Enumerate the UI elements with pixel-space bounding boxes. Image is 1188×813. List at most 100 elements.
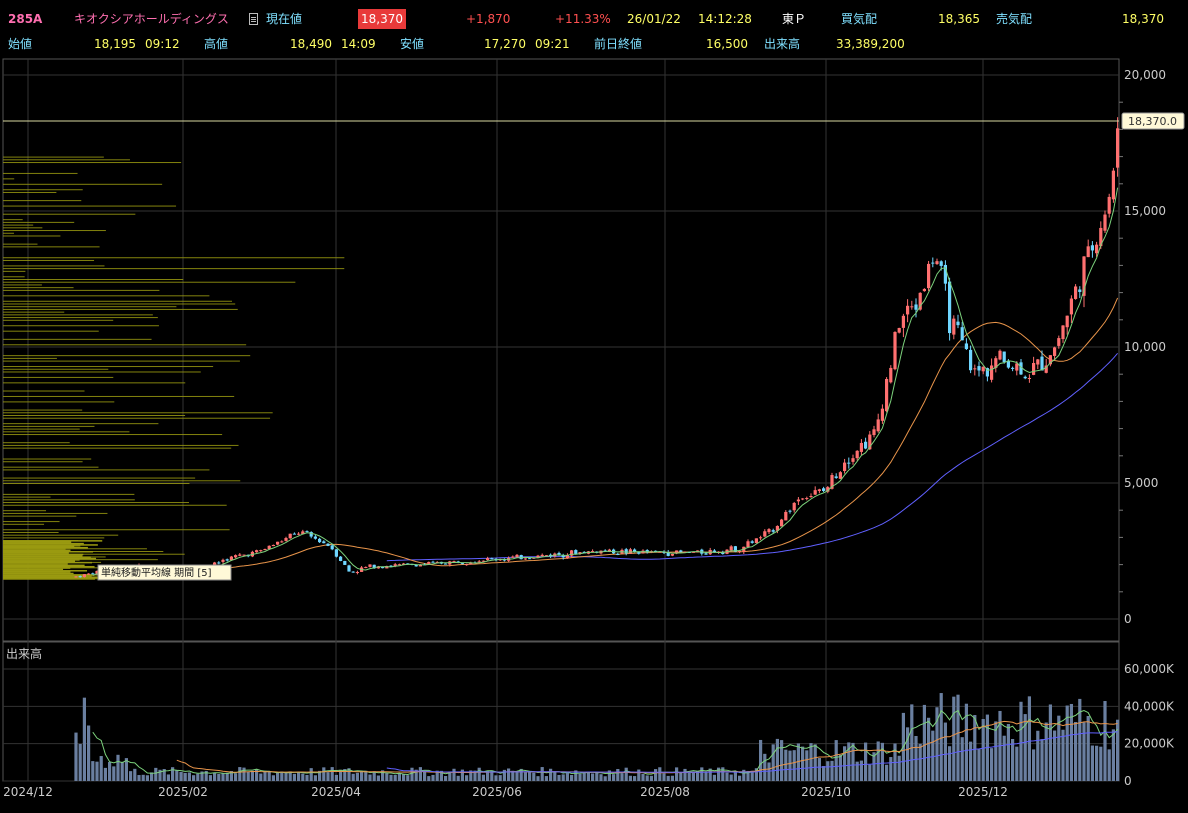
volume-bar: [948, 746, 952, 781]
profile-bar: [3, 156, 104, 158]
volume-bar: [250, 770, 254, 781]
candle-body: [544, 555, 548, 557]
volume-bar: [444, 775, 448, 781]
volume-panel-label: 出来高: [6, 646, 42, 661]
candle-body: [704, 553, 708, 555]
candle-body: [1069, 298, 1073, 315]
candle-body: [519, 555, 523, 560]
volume-bar: [355, 772, 359, 781]
volume-bar: [112, 766, 116, 781]
profile-bar: [3, 319, 114, 321]
profile-bar: [3, 565, 95, 568]
ma5-line: [92, 187, 1119, 576]
candle-body: [469, 562, 473, 565]
candle-body: [288, 533, 292, 539]
open-label: 始値: [8, 37, 33, 51]
candle-body: [910, 306, 914, 308]
volume-bar: [175, 770, 179, 781]
volume-bar: [918, 743, 922, 781]
document-icon[interactable]: [249, 13, 258, 25]
candle-body: [1048, 355, 1052, 365]
candle-body: [679, 550, 683, 552]
volume-bar: [150, 772, 154, 781]
profile-bar: [3, 447, 232, 449]
profile-bar: [3, 300, 232, 302]
candle-body: [809, 495, 813, 497]
company-name[interactable]: キオクシアホールディングス: [74, 12, 229, 26]
candle-body: [263, 549, 267, 551]
volume-bar: [931, 730, 935, 781]
candle-body: [326, 543, 330, 546]
candle-body: [817, 489, 821, 492]
candle-body: [284, 538, 288, 541]
profile-bar: [3, 376, 114, 378]
volume-bar: [477, 767, 481, 781]
profile-bar: [3, 172, 78, 174]
volume-bar: [536, 776, 540, 781]
candle-body: [977, 366, 981, 371]
candle-body: [406, 563, 410, 565]
profile-bar: [3, 382, 186, 384]
volume-bar: [801, 746, 805, 781]
volume-bar: [595, 771, 599, 781]
volume-bar: [633, 776, 637, 781]
profile-bar: [3, 552, 69, 554]
volume-bar: [620, 773, 624, 781]
candle-body: [633, 549, 637, 552]
volume-bar: [628, 775, 632, 781]
candle-body: [381, 566, 385, 569]
candle-body: [397, 564, 401, 566]
y-tick-label: 20,000: [1124, 68, 1166, 82]
profile-bar: [3, 434, 223, 436]
profile-bar: [3, 493, 135, 495]
volume-bar: [952, 696, 956, 781]
candle-body: [851, 458, 855, 462]
candle-body: [1078, 289, 1082, 292]
volume-bar: [729, 774, 733, 781]
candle-body: [418, 564, 422, 567]
price-panel: [2, 58, 1120, 642]
profile-bar: [3, 545, 75, 548]
volume-bar: [645, 775, 649, 781]
x-tick-label: 2025/10: [801, 785, 851, 799]
volume-bar: [691, 771, 695, 781]
volume-bar: [297, 771, 301, 781]
volume-bar: [393, 774, 397, 781]
candle-body: [95, 570, 99, 575]
y-tick-label: 5,000: [1124, 476, 1158, 490]
volume-bar: [607, 770, 611, 781]
stock-code[interactable]: 285A: [8, 12, 43, 26]
candle-body: [843, 462, 847, 472]
candle-body: [885, 378, 889, 412]
volume-bar: [318, 770, 322, 781]
candle-body: [822, 488, 826, 491]
profile-bar: [3, 504, 227, 506]
volume-bar: [133, 768, 137, 781]
candle-body: [952, 318, 956, 335]
candle-body: [460, 563, 464, 565]
profile-bar: [3, 221, 75, 223]
candle-body: [540, 554, 544, 557]
profile-bar: [3, 355, 251, 357]
volume-bar: [1090, 745, 1094, 781]
candle-body: [238, 554, 242, 556]
volume-bar: [1044, 722, 1048, 781]
candle-body: [922, 288, 926, 292]
profile-bar: [3, 428, 80, 430]
candle-body: [477, 561, 481, 563]
candle-body: [981, 366, 985, 372]
candle-body: [343, 560, 347, 565]
x-tick-label: 2025/12: [958, 785, 1008, 799]
bid-price: 18,365: [938, 12, 980, 26]
volume-bar: [196, 773, 200, 781]
volume-bar: [784, 749, 788, 781]
ma5-polyline: [92, 187, 1119, 576]
profile-bar: [3, 574, 93, 576]
profile-bar: [3, 466, 99, 468]
candle-body: [675, 550, 679, 554]
volume-bar: [351, 773, 355, 781]
candle-body: [355, 572, 359, 574]
x-tick-label: 2025/06: [472, 785, 522, 799]
candle-body: [297, 533, 301, 535]
